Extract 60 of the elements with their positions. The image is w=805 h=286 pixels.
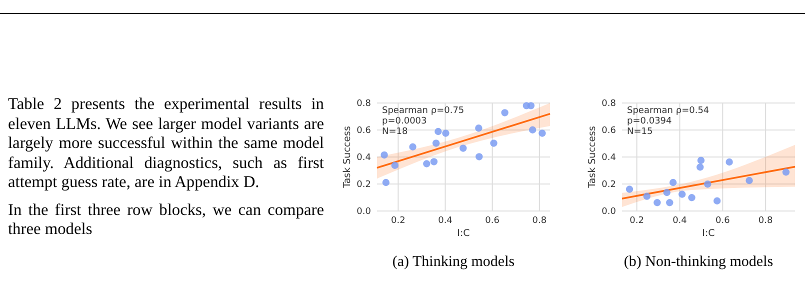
y-axis-title: Task Success xyxy=(342,126,353,189)
x-tick-label: 0.4 xyxy=(438,216,453,226)
point xyxy=(726,158,733,166)
x-tick-label: 0.6 xyxy=(716,216,730,226)
x-tick-label: 0.4 xyxy=(672,216,688,226)
point xyxy=(442,130,450,137)
point xyxy=(678,190,686,198)
point xyxy=(409,143,416,150)
text: In the first three row blocks, we can compare three models xyxy=(8,200,324,238)
y-tick-label: 0.6 xyxy=(602,126,616,136)
point xyxy=(430,158,438,166)
text: (a) Thinking models xyxy=(392,254,515,270)
point xyxy=(501,109,508,116)
x-tick-label: 0.8 xyxy=(532,216,547,226)
point xyxy=(746,176,753,184)
point xyxy=(643,192,650,200)
point xyxy=(391,162,398,169)
y-tick-label: 0.6 xyxy=(356,126,372,136)
text: (b) Non-thinking models xyxy=(624,254,774,270)
y-tick-label: 0.2 xyxy=(356,180,371,190)
y-tick-label: 0.2 xyxy=(602,180,616,190)
point xyxy=(669,178,677,186)
point xyxy=(704,180,712,188)
y-tick-label: 0.8 xyxy=(356,99,372,110)
point xyxy=(432,140,440,147)
annotation: Spearman ρ=0.75 p=0.0003 N=18 xyxy=(382,106,464,137)
y-tick-label: 0.0 xyxy=(356,207,372,218)
y-tick-label: 0.0 xyxy=(602,207,616,218)
point xyxy=(538,130,546,137)
x-tick-label: 0.8 xyxy=(758,216,774,226)
point xyxy=(460,144,467,152)
annotation: Spearman ρ=0.54 p=0.0394 N=15 xyxy=(627,106,710,137)
point xyxy=(697,156,705,164)
point xyxy=(782,168,790,176)
point xyxy=(475,124,482,132)
x-tick-label: 0.2 xyxy=(630,216,644,226)
point xyxy=(476,153,483,160)
point xyxy=(423,160,430,168)
point xyxy=(654,199,661,206)
point xyxy=(382,178,390,186)
point xyxy=(696,164,704,171)
point xyxy=(666,199,674,206)
y-tick-label: 0.4 xyxy=(356,153,372,164)
point xyxy=(528,126,536,134)
point xyxy=(434,128,442,136)
point xyxy=(713,197,721,204)
y-tick-label: 0.8 xyxy=(602,99,616,110)
point xyxy=(380,151,388,159)
point xyxy=(663,188,670,196)
point xyxy=(626,186,634,193)
y-axis-title: Task Success xyxy=(587,126,598,189)
caption: Table 2 presents the experimental results in eleven LLMs. We see larger model variants are largely more successful within the same model family. Additional diagnostics, such as first attempt guess rate, are in Appendix D. xyxy=(8,94,324,192)
x-axis-title: I:C xyxy=(457,228,470,239)
point xyxy=(527,102,535,110)
point xyxy=(490,140,498,147)
y-tick-label: 0.4 xyxy=(602,153,616,164)
point xyxy=(688,194,696,202)
x-tick-label: 0.2 xyxy=(391,216,406,226)
x-axis-title: I:C xyxy=(702,228,716,239)
x-tick-label: 0.6 xyxy=(485,216,500,226)
